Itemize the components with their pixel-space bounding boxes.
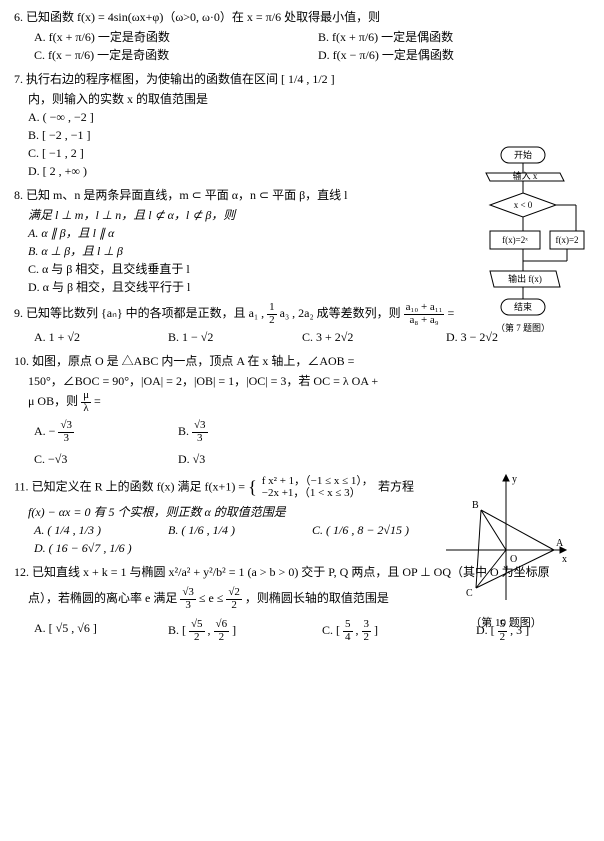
brace-icon: { [248,477,257,497]
question-7: 7. 执行右边的程序框图，为使输出的函数值在区间 [ 1/4 , 1/2 ] 内… [14,70,414,180]
q7-stem: 7. 执行右边的程序框图，为使输出的函数值在区间 [ 1/4 , 1/2 ] [14,70,414,88]
q11-opt-b: B. ( 1/6 , 1/4 ) [168,521,288,539]
q7-num: 7. [14,72,23,86]
q8-stem2: 满足 l ⊥ m，l ⊥ n，且 l ⊄ α，l ⊄ β，则 [14,206,414,224]
q8-opt-c: C. α 与 β 相交，且交线垂直于 l [14,260,414,278]
flow-out: 输出 f(x) [508,273,542,284]
q7-opt-c: C. [ −1 , 2 ] [14,144,414,162]
svg-text:B: B [472,500,479,511]
q8-opt-b: B. α ⊥ β，且 l ⊥ β [14,242,414,260]
q9-frac-ratio: a₁₀ + a₁₁ a₈ + a₉ [404,302,445,326]
svg-text:C: C [466,588,473,599]
q10-svg: x y O A B C [436,470,576,610]
q11-opt-d: D. ( 16 − 6√7 , 1/6 ) [34,539,132,557]
q6-num: 6. [14,10,23,24]
q11-num: 11. [14,480,29,494]
q6-opt-a: A. f(x + π/6) 一定是奇函数 [34,28,294,46]
question-6: 6. 已知函数 f(x) = 4sin(ωx+φ)（ω>0, ω·0）在 x =… [14,8,590,64]
q12-opt-a: A. [ √5 , √6 ] [34,619,144,643]
question-8: 8. 已知 m、n 是两条异面直线，m ⊂ 平面 α，n ⊂ 平面 β，直线 l… [14,186,414,296]
q6-stem: 6. 已知函数 f(x) = 4sin(ωx+φ)（ω>0, ω·0）在 x =… [14,8,590,26]
q10-opt-c: C. −√3 [34,450,154,468]
q8-opt-d: D. α 与 β 相交，且交线平行于 l [14,278,414,296]
q7-opt-b: B. [ −2 , −1 ] [14,126,414,144]
q6-opt-d: D. f(x − π/6) 一定是偶函数 [318,46,454,64]
q9-mid: a₃ , 2a₂ 成等差数列，则 [280,306,404,320]
q10-frac-mu-lambda: μ λ [81,390,91,414]
q6-text: 已知函数 f(x) = 4sin(ωx+φ)（ω>0, ω·0）在 x = π/… [26,10,380,24]
svg-text:A: A [556,538,564,549]
q6-opt-c: C. f(x − π/6) 一定是奇函数 [34,46,294,64]
q8-opt-a: A. α ∥ β，且 l ∥ α [14,224,414,242]
q10-opt-d: D. √3 [178,450,205,468]
q9-opt-a: A. 1 + √2 [34,328,144,346]
flowchart-svg: 开始 输入 x x < 0 f(x)=2ˣ f(x)=2 输出 f(x) 结束 … [446,145,586,340]
q8-stem: 8. 已知 m、n 是两条异面直线，m ⊂ 平面 α，n ⊂ 平面 β，直线 l [14,186,414,204]
q10-stem1: 10. 如图，原点 O 是 △ABC 内一点，顶点 A 在 x 轴上，∠AOB … [14,352,424,370]
q10-options: A. − √33 B. √33 C. −√3 D. √3 [14,420,424,468]
flow-end: 结束 [514,301,532,312]
q9-frac-half: 1 2 [267,302,277,326]
q7-opt-d: D. [ 2 , +∞ ) [14,162,414,180]
q11-opt-a: A. ( 1/4 , 1/3 ) [34,521,144,539]
q9-opt-b: B. 1 − √2 [168,328,278,346]
q11-piecewise: f x² + 1，（−1 ≤ x ≤ 1）， −2x +1，（1 < x ≤ 3… [260,476,375,499]
q9-opt-c: C. 3 + 2√2 [302,328,422,346]
q12-opt-b: B. [ √52 , √62 ] [168,619,298,643]
q10-opt-b: B. √33 [178,420,208,444]
q8-num: 8. [14,188,23,202]
q7-flowchart: 开始 输入 x x < 0 f(x)=2ˣ f(x)=2 输出 f(x) 结束 … [446,145,586,340]
q10-num: 10. [14,354,29,368]
q12-opt-c: C. [ 54 , 32 ] [322,619,452,643]
q10-stem2: 150°，∠BOC = 90°，|OA| = 2，|OB| = 1，|OC| =… [14,372,424,390]
q10-t1: 如图，原点 O 是 △ABC 内一点，顶点 A 在 x 轴上，∠AOB = [32,354,354,368]
q7-opt-a: A. ( −∞ , −2 ] [14,108,414,126]
flow-in: 输入 x [513,170,538,181]
q10-stem3: μ OB，则 μ λ = [14,390,424,414]
q12-num: 12. [14,565,29,579]
svg-text:O: O [510,554,517,565]
flow-cap: （第 7 题图） [496,322,550,333]
q6-opt-b: B. f(x + π/6) 一定是偶函数 [318,28,453,46]
q9-pre: 已知等比数列 {aₙ} 中的各项都是正数，且 a₁ , [26,306,267,320]
q10-figure: x y O A B C （第 10 题图） [436,470,576,610]
flow-t: f(x)=2 [555,235,578,245]
q10-fig-cap: （第 10 题图） [436,615,576,632]
flow-f: f(x)=2ˣ [502,235,528,245]
flow-start: 开始 [514,149,532,160]
q7-text: 执行右边的程序框图，为使输出的函数值在区间 [ 1/4 , 1/2 ] [26,72,335,86]
svg-text:x: x [562,554,567,565]
question-10: 10. 如图，原点 O 是 △ABC 内一点，顶点 A 在 x 轴上，∠AOB … [14,352,424,468]
flow-cond: x < 0 [514,200,533,210]
svg-text:y: y [512,474,517,485]
q6-options: A. f(x + π/6) 一定是奇函数 B. f(x + π/6) 一定是偶函… [14,28,590,64]
q7-stem2: 内，则输入的实数 x 的取值范围是 [14,90,414,108]
q8-text: 已知 m、n 是两条异面直线，m ⊂ 平面 α，n ⊂ 平面 β，直线 l [26,188,348,202]
q10-opt-a: A. − √33 [34,420,154,444]
q9-num: 9. [14,306,23,320]
